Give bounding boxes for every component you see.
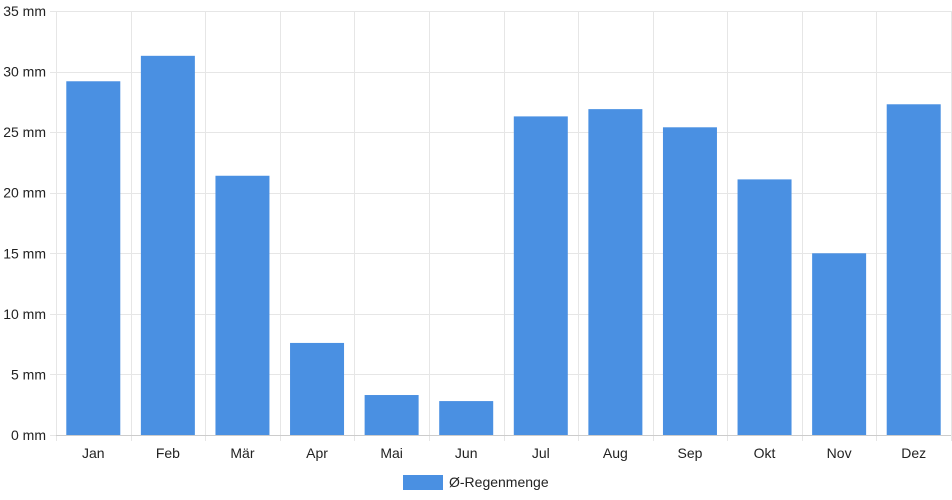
bar-jun [439,401,494,435]
x-tick-label: Nov [827,445,852,461]
bar-aug [588,109,643,435]
y-tick-label: 20 mm [3,185,46,201]
x-axis: Jan Feb Mär Apr Mai Jun Jul Aug Sep Okt Nov Dez [56,435,951,461]
x-tick-label: Aug [603,445,628,461]
bar-jan [66,81,121,436]
x-tick-label: Jul [532,445,550,461]
bar-apr [290,342,345,435]
y-tick-label: 10 mm [3,306,46,322]
x-tick-label: Dez [901,445,926,461]
y-axis: 0 mm 5 mm 10 mm 15 mm 20 mm 25 mm 30 mm 35 mm [3,3,46,443]
x-tick-label: Jan [82,445,105,461]
y-tick-label: 25 mm [3,124,46,140]
y-tick-label: 5 mm [11,366,46,382]
x-tick-label: Apr [306,445,328,461]
bars [66,55,941,436]
bar-okt [737,179,792,435]
bar-mai [364,395,419,435]
bar-sep [662,127,717,435]
x-tick-label: Mär [230,445,254,461]
y-tick-label: 35 mm [3,3,46,19]
legend[interactable]: Ø-Regenmenge [403,474,549,490]
bar-nov [812,253,867,435]
grid [50,11,952,441]
bar-jul [513,116,568,435]
y-tick-label: 15 mm [3,245,46,261]
x-tick-label: Mai [380,445,403,461]
x-tick-label: Sep [677,445,702,461]
x-tick-label: Jun [455,445,478,461]
y-tick-label: 0 mm [11,427,46,443]
bar-feb [140,55,195,436]
x-tick-label: Okt [754,445,776,461]
legend-swatch [403,475,443,490]
bar-dez [886,104,941,435]
x-tick-label: Feb [156,445,180,461]
bar-mär [215,175,270,436]
legend-label: Ø-Regenmenge [449,474,549,490]
y-tick-label: 30 mm [3,64,46,80]
